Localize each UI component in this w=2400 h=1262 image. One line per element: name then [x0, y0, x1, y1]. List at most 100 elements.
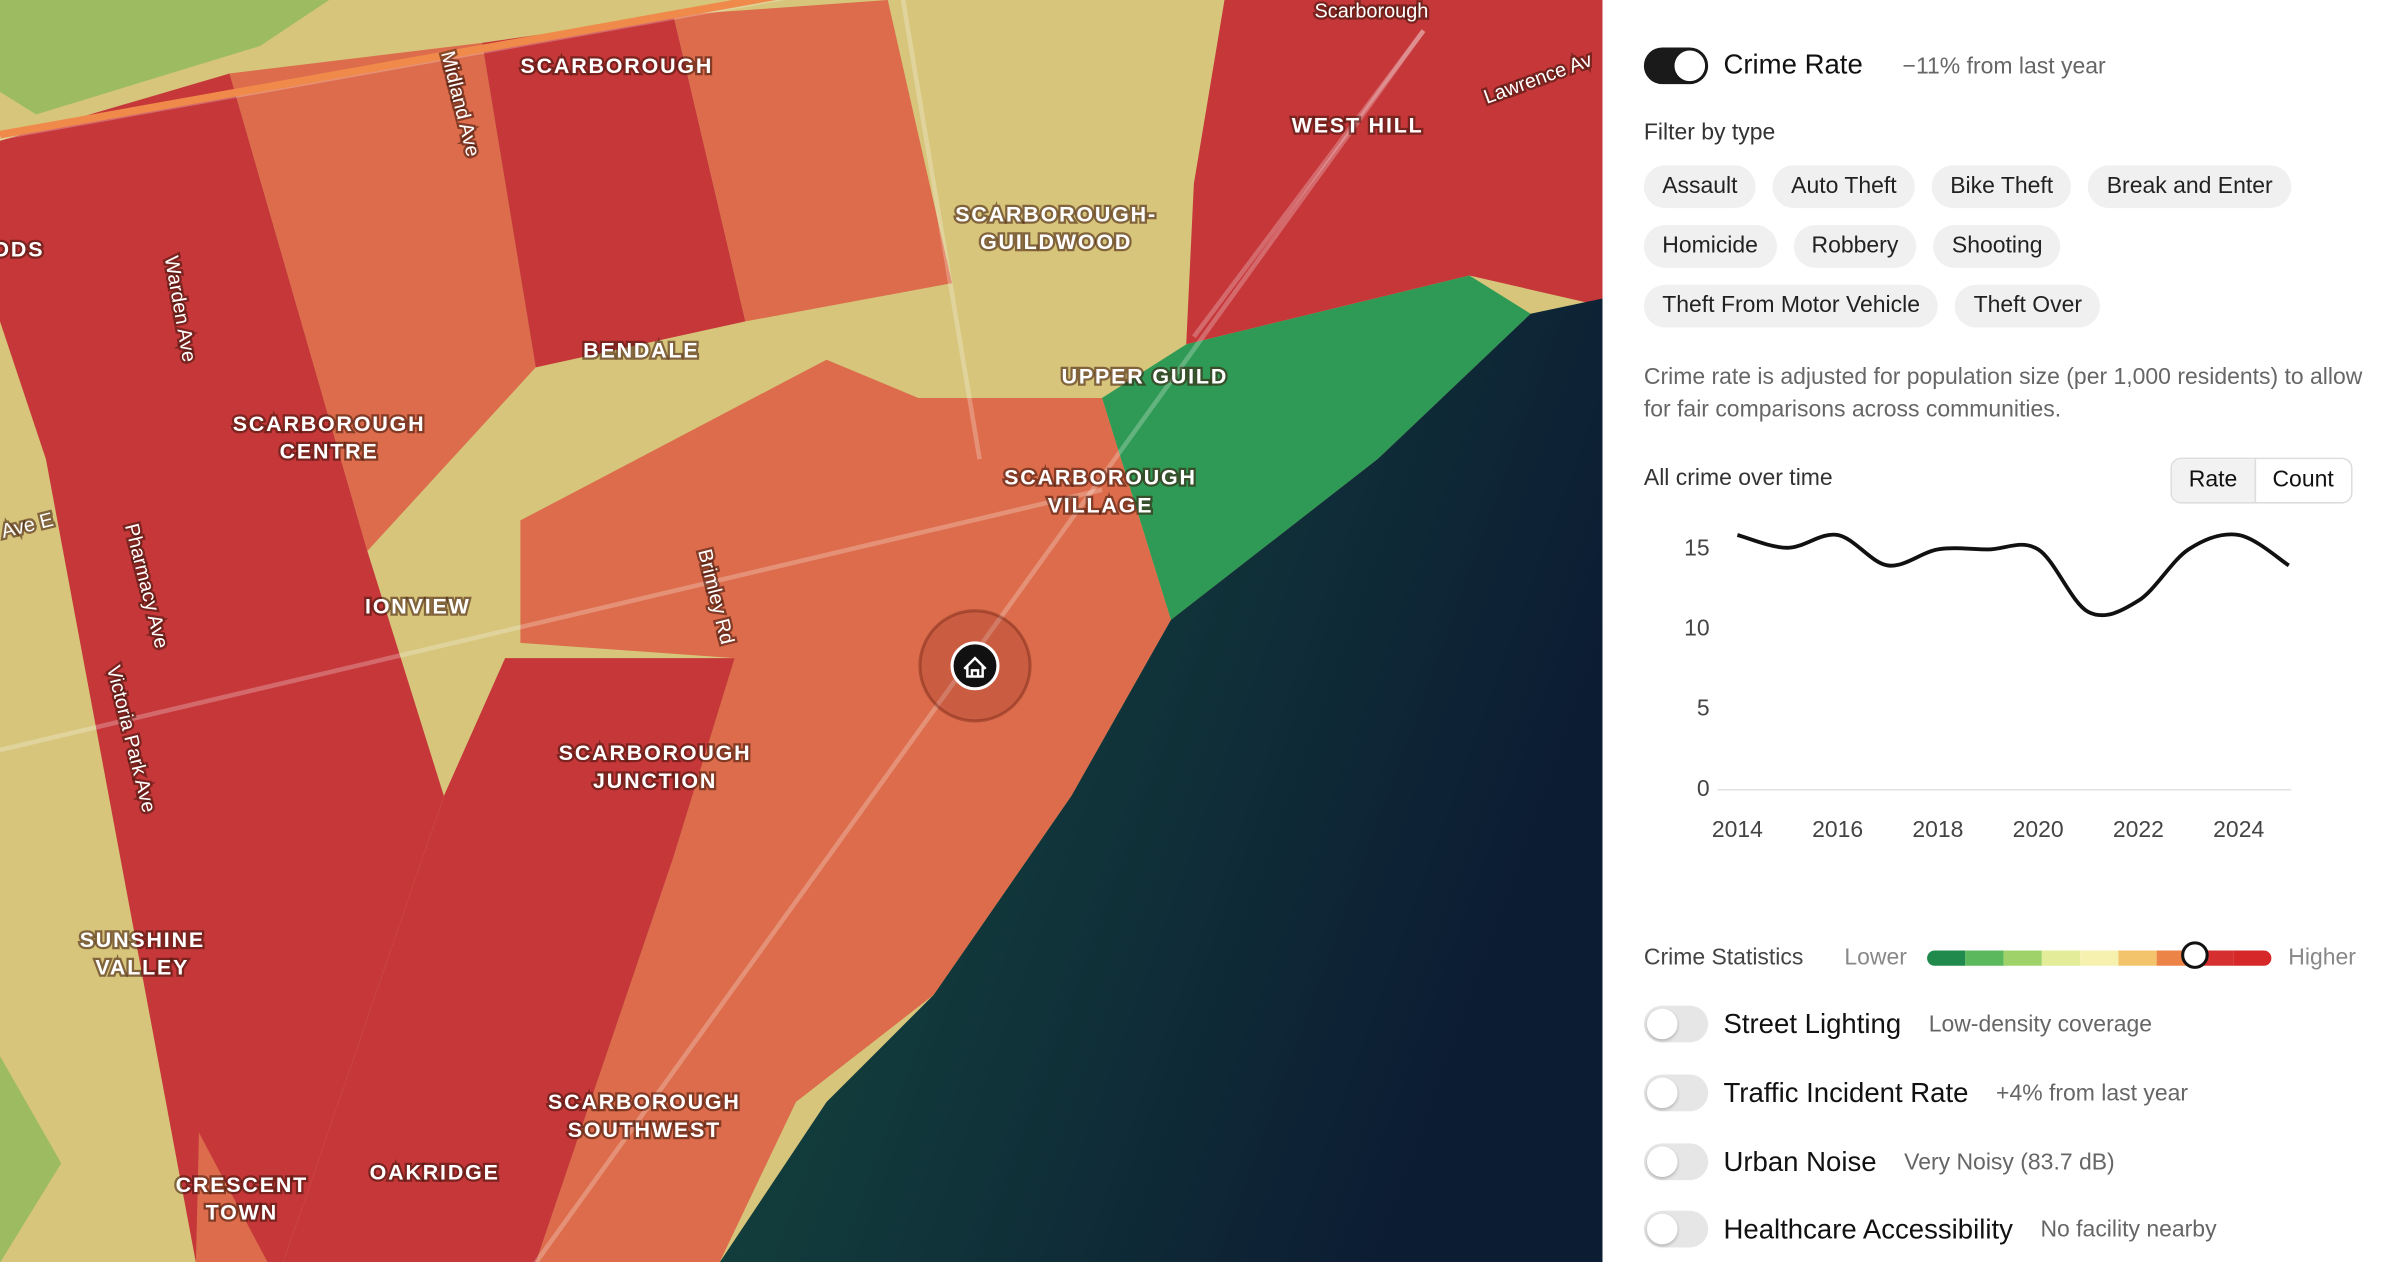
- y-tick-label: 5: [1697, 695, 1710, 721]
- filter-chip[interactable]: Bike Theft: [1931, 165, 2072, 209]
- chart-mode-button[interactable]: Count: [2272, 466, 2334, 493]
- layer-detail: Low-density coverage: [1928, 1010, 2153, 1037]
- region: [520, 359, 1171, 1262]
- area-label: OAKRIDGE: [370, 1161, 500, 1185]
- area-label: CENTRE: [280, 440, 379, 464]
- x-tick-label: 2022: [2113, 816, 2164, 842]
- scale-step: [1965, 950, 2004, 966]
- area-label: SOUTHWEST: [568, 1118, 721, 1142]
- layer-detail: −11% from last year: [1902, 53, 2106, 80]
- scale-step: [2080, 950, 2119, 966]
- y-tick-label: 0: [1697, 775, 1710, 801]
- scale-step: [1927, 950, 1966, 966]
- layer-name: Healthcare Accessibility: [1723, 1213, 2013, 1244]
- layer-detail: Very Noisy (83.7 dB): [1904, 1148, 2115, 1175]
- layer-toggle[interactable]: [1643, 1210, 1709, 1248]
- filter-chip[interactable]: Shooting: [1933, 224, 2061, 268]
- area-label: SCARBOROUGH-: [955, 202, 1157, 226]
- region: [482, 15, 746, 368]
- toggle-knob: [1646, 1077, 1678, 1109]
- chart-mode-button[interactable]: Rate: [2171, 459, 2256, 503]
- region: [673, 0, 953, 322]
- area-label: WEST HILL: [1292, 114, 1424, 138]
- area-label: UPPER GUILD: [1062, 365, 1229, 389]
- layer-row: Traffic Incident Rate +4% from last year: [1643, 1073, 2189, 1113]
- filter-chip[interactable]: Assault: [1643, 165, 1756, 209]
- scale-step: [2003, 950, 2042, 966]
- toggle-knob: [1646, 1008, 1678, 1040]
- x-tick-label: 2020: [2013, 816, 2064, 842]
- highway: [0, 0, 777, 139]
- layer-toggle[interactable]: [1643, 1074, 1709, 1112]
- area-label: IONVIEW: [365, 594, 471, 618]
- layer-row: Healthcare Accessibility No facility near…: [1643, 1209, 2217, 1249]
- region: [0, 73, 444, 1262]
- layer-row: Urban Noise Very Noisy (83.7 dB): [1643, 1142, 2115, 1182]
- area-label: VALLEY: [95, 956, 189, 980]
- layer-name: Traffic Incident Rate: [1723, 1076, 1969, 1108]
- legend-scale: [1927, 950, 2272, 966]
- region: [229, 42, 536, 552]
- layer-name: Street Lighting: [1723, 1007, 1902, 1039]
- filter-chip[interactable]: Robbery: [1793, 224, 1917, 268]
- scale-step: [2041, 950, 2081, 966]
- region: [283, 658, 735, 1262]
- filter-chip[interactable]: Theft From Motor Vehicle: [1643, 284, 1939, 328]
- area-label: SCARBOROUGH: [559, 741, 752, 765]
- region: [0, 0, 330, 126]
- area-label: CRESCENT: [176, 1173, 308, 1197]
- area-label: TOWN: [206, 1200, 278, 1224]
- layer-detail: +4% from last year: [1996, 1079, 2189, 1106]
- legend-low: Lower: [1844, 944, 1907, 971]
- filter-chips: Assault Auto Theft Bike Theft Break and Ent…: [1643, 165, 2363, 328]
- crime-rate-toggle[interactable]: [1643, 47, 1709, 85]
- area-label: SCARBOROUGH: [233, 412, 426, 436]
- line-series: [1736, 532, 2290, 618]
- x-tick-label: 2018: [1912, 816, 1963, 842]
- home-icon: [963, 656, 987, 678]
- x-tick-label: 2014: [1712, 816, 1763, 842]
- chart-mode: Rate Count: [2170, 457, 2353, 504]
- home-marker[interactable]: [950, 641, 1000, 691]
- layer-title: Crime Rate: [1723, 48, 1863, 80]
- note: Crime rate is adjusted for population si…: [1643, 364, 2363, 423]
- scale-step: [2233, 950, 2272, 966]
- layer-toggle[interactable]: [1643, 1005, 1709, 1043]
- region: [1102, 275, 1531, 620]
- filter-chip[interactable]: Auto Theft: [1772, 165, 1916, 209]
- area-label: GUILDWOOD: [980, 230, 1132, 254]
- layer-row: Street Lighting Low-density coverage: [1643, 1004, 2153, 1044]
- region: [0, 1056, 62, 1262]
- layer-toggle[interactable]: [1643, 1143, 1709, 1181]
- layer-name: Urban Noise: [1723, 1145, 1877, 1177]
- toggle-knob: [1646, 1213, 1678, 1245]
- filter-chip[interactable]: Theft Over: [1955, 284, 2101, 328]
- chart-title: All crime over time: [1643, 465, 1833, 492]
- area-label: JUNCTION: [593, 769, 717, 793]
- layer-detail: No facility nearby: [2040, 1216, 2217, 1243]
- toggle-knob: [1646, 1146, 1678, 1178]
- lake: [719, 298, 1603, 1262]
- area-label: BENDALE: [583, 339, 699, 363]
- filter-label: Filter by type: [1643, 119, 1776, 146]
- area-label: SCARBOROUGH: [521, 54, 714, 78]
- chart: 0 5 10 15 2014 2016 2018 2020 2022 2024: [1684, 532, 2292, 842]
- toggle-knob: [1674, 50, 1706, 82]
- y-tick-label: 10: [1684, 615, 1710, 641]
- y-tick-label: 15: [1684, 534, 1710, 560]
- area-label: ODS: [0, 238, 44, 262]
- x-tick-label: 2024: [2213, 816, 2264, 842]
- filter-chip[interactable]: Break and Enter: [2088, 165, 2292, 209]
- filter-chip[interactable]: Homicide: [1643, 224, 1777, 268]
- region: [195, 1132, 268, 1262]
- region: [1186, 0, 1603, 345]
- legend-high: Higher: [2288, 944, 2356, 971]
- area-label: SUNSHINE: [80, 928, 205, 952]
- area-label: SCARBOROUGH: [1004, 466, 1197, 490]
- map: SCARBOROUGH WEST HILL SCARBOROUGH- GUILDWOO…: [0, 0, 1603, 1262]
- scale-step: [2118, 950, 2157, 966]
- legend-title: Crime Statistics: [1643, 944, 1804, 971]
- area-label: SCARBOROUGH: [548, 1090, 741, 1114]
